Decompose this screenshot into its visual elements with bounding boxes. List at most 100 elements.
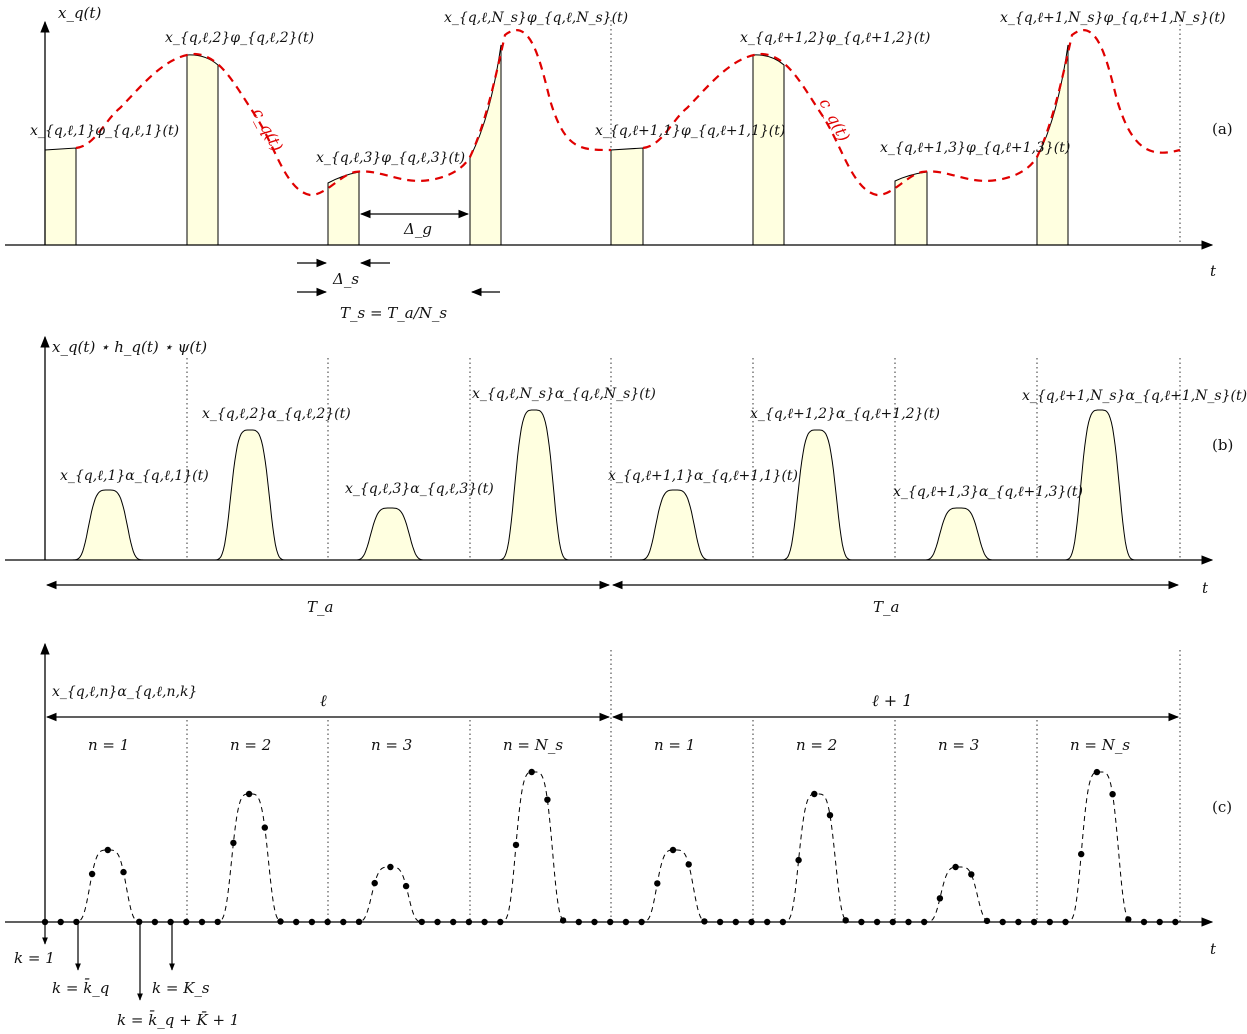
sampled-pulse-outline <box>639 849 711 923</box>
envelope-label: c_q(t) <box>815 95 853 145</box>
k-index-label: k = k̄_q + K̄ + 1 <box>117 1011 239 1029</box>
pulse-label: x_{q,ℓ+1,2}φ_{q,ℓ+1,2}(t) <box>740 30 930 46</box>
ts-label: T_s = T_a/N_s <box>340 304 447 322</box>
t-axis-label: t <box>1202 579 1209 597</box>
block-label: ℓ <box>320 691 327 710</box>
sample-dot <box>795 856 802 864</box>
panel-tag: (a) <box>1212 120 1233 138</box>
k-index-label: k = k̄_q <box>52 979 109 997</box>
sample-dot <box>811 790 818 798</box>
sample-dot <box>654 880 661 887</box>
pulse-label: x_{q,ℓ,1}α_{q,ℓ,1}(t) <box>60 468 209 484</box>
panel-tag: (c) <box>1212 798 1232 816</box>
filtered-pulse <box>779 429 855 561</box>
pulse-group <box>70 409 1138 561</box>
sampled-pulse-group <box>72 771 1136 923</box>
sample-dot <box>88 870 96 878</box>
pulse-bar <box>610 147 644 246</box>
sample-dot <box>261 824 268 831</box>
panel-b: x_q(t) ⋆ h_q(t) ⋆ ψ(t) t (b) x_{q,ℓ,1}α_… <box>5 335 1247 616</box>
pulse-label: x_{q,ℓ,N_s}α_{q,ℓ,N_s}(t) <box>472 386 656 402</box>
sampled-pulse-outline <box>498 771 570 923</box>
symbol-index-label: n = 3 <box>938 736 979 754</box>
panel-tag: (b) <box>1212 436 1233 454</box>
sampled-pulse-outline <box>72 849 144 923</box>
sample-dot <box>371 879 378 887</box>
sample-dot <box>1093 768 1101 776</box>
envelope-label: c_q(t) <box>248 105 286 155</box>
delta-s-label: Δ_s <box>332 270 359 288</box>
ta-label: T_a <box>873 598 899 616</box>
symbol-index-label: n = 2 <box>796 736 837 754</box>
envelope-curve <box>642 29 1181 197</box>
pulse-label: x_{q,ℓ,N_s}φ_{q,ℓ,N_s}(t) <box>444 10 628 26</box>
sample-dot <box>983 917 991 925</box>
symbol-index-label: n = 1 <box>654 736 695 754</box>
block-label: ℓ + 1 <box>872 691 912 710</box>
pulse-label: x_{q,ℓ+1,1}α_{q,ℓ+1,1}(t) <box>608 468 798 484</box>
sample-dot <box>1125 916 1132 923</box>
panel-c: x_{q,ℓ,n}α_{q,ℓ,n,k} t (c) ℓ ℓ + 1 n = 1… <box>5 642 1232 1029</box>
pulse-label: x_{q,ℓ+1,2}α_{q,ℓ+1,2}(t) <box>750 406 940 422</box>
symbol-index-label: n = 1 <box>88 736 129 754</box>
sample-dot <box>669 846 677 854</box>
y-axis-label: x_q(t) <box>58 4 101 22</box>
filtered-pulse <box>70 489 146 561</box>
sampled-pulse-outline <box>214 793 286 923</box>
symbol-index-label: n = N_s <box>503 736 563 754</box>
sampled-pulse-outline <box>354 866 426 923</box>
sample-dot <box>968 871 975 878</box>
pulse-label: x_{q,ℓ,2}φ_{q,ℓ,2}(t) <box>165 30 314 46</box>
sample-dot <box>685 861 692 868</box>
sample-dot <box>544 796 551 803</box>
sample-dot <box>936 895 944 902</box>
t-axis-label: t <box>1210 262 1217 280</box>
filtered-pulse <box>496 409 572 561</box>
pulse-label: x_{q,ℓ+1,3}α_{q,ℓ+1,3}(t) <box>893 484 1083 500</box>
sample-dot <box>120 868 127 876</box>
pulse-label: x_{q,ℓ+1,N_s}α_{q,ℓ+1,N_s}(t) <box>1022 388 1247 404</box>
sample-dot <box>826 812 834 819</box>
filtered-pulse <box>637 489 713 561</box>
y-axis-label: x_q(t) ⋆ h_q(t) ⋆ ψ(t) <box>52 338 207 356</box>
pulse-bar <box>186 54 219 246</box>
symbol-index-label: n = 3 <box>371 736 412 754</box>
pulse-bar <box>327 171 360 246</box>
panel-a: c_q(t) c_q(t) x_q(t) t (a) x_{q,ℓ,1}φ_{q… <box>5 4 1233 322</box>
pulse-bar <box>44 147 77 246</box>
pulse-label: x_{q,ℓ,2}α_{q,ℓ,2}(t) <box>202 406 351 422</box>
sample-dot <box>104 846 112 854</box>
envelope-curve <box>75 29 612 197</box>
symbol-index-label: n = 2 <box>230 736 271 754</box>
filtered-pulse <box>352 507 428 561</box>
sample-dot <box>512 841 520 849</box>
sampled-pulse-outline <box>781 793 853 923</box>
symbol-index-label: n = N_s <box>1070 736 1130 754</box>
sample-dot <box>1078 850 1085 858</box>
ta-label: T_a <box>307 598 333 616</box>
pulse-label: x_{q,ℓ+1,1}φ_{q,ℓ+1,1}(t) <box>595 123 785 139</box>
t-axis-label: t <box>1210 940 1217 958</box>
delta-g-label: Δ_g <box>403 220 432 238</box>
sample-dot <box>245 790 253 798</box>
filtered-pulse <box>921 507 997 561</box>
pulse-label: x_{q,ℓ+1,3}φ_{q,ℓ+1,3}(t) <box>880 140 1070 156</box>
pulse-label: x_{q,ℓ+1,N_s}φ_{q,ℓ+1,N_s}(t) <box>1000 10 1225 26</box>
filtered-pulse <box>1062 409 1138 561</box>
sample-dot <box>402 882 410 890</box>
sample-dot <box>387 863 394 871</box>
sample-dot <box>1109 791 1116 798</box>
pulse-bar <box>894 171 928 246</box>
sample-dot <box>952 863 959 871</box>
pulse-label: x_{q,ℓ,3}α_{q,ℓ,3}(t) <box>345 481 494 497</box>
sample-dot <box>528 768 535 776</box>
sample-group <box>41 768 1179 926</box>
k-index-label: k = K_s <box>152 979 210 997</box>
sampled-pulse-outline <box>923 866 995 923</box>
filtered-pulse <box>212 429 288 561</box>
pulse-label: x_{q,ℓ,1}φ_{q,ℓ,1}(t) <box>30 123 179 139</box>
sample-dot <box>230 839 237 847</box>
pulse-bar <box>752 54 785 246</box>
k-index-label: k = 1 <box>14 949 55 967</box>
